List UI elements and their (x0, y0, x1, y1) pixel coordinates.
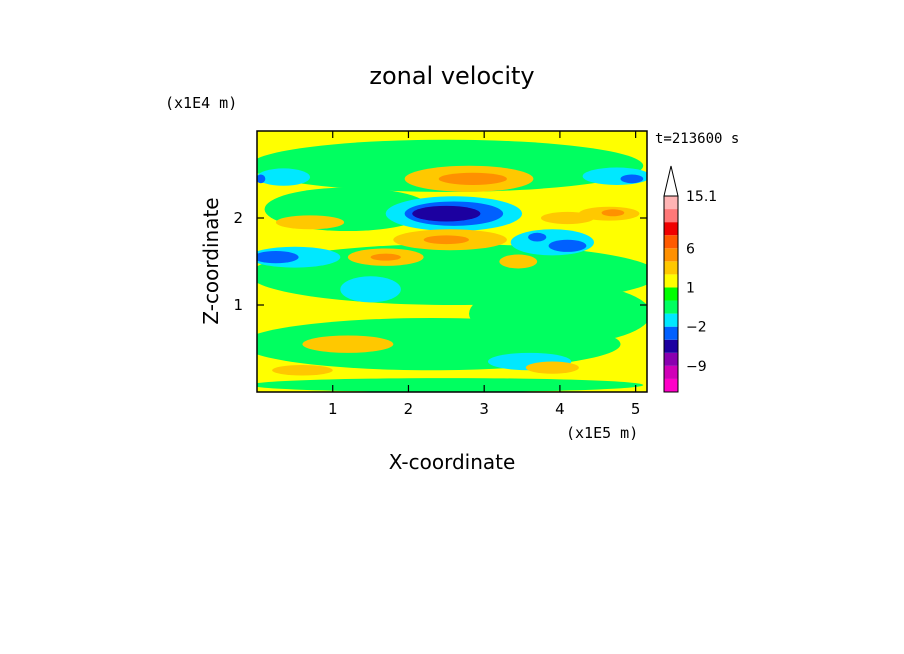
y-axis-label: Z-coordinate (199, 197, 223, 324)
colorbar-segment (664, 261, 678, 275)
colorbar-segment (664, 378, 678, 392)
x-tick-label: 5 (631, 400, 641, 418)
contour-region-blue (257, 174, 266, 184)
colorbar-segment (664, 339, 678, 353)
x-tick-label: 3 (479, 400, 489, 418)
y-unit-label: (x1E4 m) (165, 94, 237, 112)
x-axis-label: X-coordinate (389, 450, 516, 474)
plot-frame (256, 130, 648, 393)
y-tick-label: 1 (233, 296, 243, 314)
colorbar-segment (664, 365, 678, 379)
x-axis-ticks: 1 2 3 4 5 (328, 131, 640, 418)
x-tick-label: 1 (328, 400, 338, 418)
colorbar-segment (664, 235, 678, 249)
contour-region-orange (302, 335, 394, 353)
colorbar-segment (664, 287, 678, 301)
x-tick-label: 4 (555, 400, 565, 418)
contour-region-dark-orange (423, 235, 470, 245)
y-axis-ticks: 12 (233, 209, 647, 314)
colorbar-segment (664, 352, 678, 366)
contour-region-dark-orange (370, 253, 401, 261)
x-unit-label: (x1E5 m) (566, 424, 638, 442)
colorbar-extend-arrow (663, 165, 679, 197)
contour-region-green (469, 283, 647, 345)
contour-region-cyan (340, 276, 401, 303)
contour-region-blue (620, 174, 644, 184)
contour-region-orange (525, 361, 579, 374)
time-label: t=213600 s (655, 131, 739, 147)
plot-area (257, 131, 647, 392)
contour-region-blue (548, 239, 587, 252)
colorbar-label: 1 (686, 280, 695, 296)
y-tick-label: 2 (233, 209, 243, 227)
chart-title: zonal velocity (369, 62, 534, 90)
colorbar-segment (664, 313, 678, 327)
x-tick-label: 2 (404, 400, 414, 418)
colorbar-segment (664, 248, 678, 262)
contour-region-navy (412, 205, 481, 222)
contour-region-green (257, 139, 644, 192)
colorbar: 15.1 6 1 −2 −9 (663, 165, 717, 393)
contour-region-orange (275, 215, 345, 230)
contour-region-orange (499, 254, 538, 269)
colorbar-label: −2 (686, 320, 707, 336)
contour-region-blue (257, 251, 299, 264)
colorbar-segment (664, 222, 678, 236)
contour-region-green (257, 378, 644, 392)
colorbar-segment (664, 326, 678, 340)
contour-region-dark-orange (601, 209, 625, 217)
contour-region-blue (528, 232, 547, 242)
colorbar-frame (663, 195, 679, 393)
colorbar-segment (664, 209, 678, 223)
colorbar-segment (664, 196, 678, 210)
colorbar-segment (664, 274, 678, 288)
contour-region-orange (272, 365, 333, 376)
colorbar-segment (664, 300, 678, 314)
colorbar-label: −9 (686, 359, 707, 375)
colorbar-label: 15.1 (686, 189, 717, 205)
contour-region-dark-orange (438, 172, 507, 185)
contour-region-cyan (257, 168, 311, 186)
colorbar-label: 6 (686, 241, 695, 257)
